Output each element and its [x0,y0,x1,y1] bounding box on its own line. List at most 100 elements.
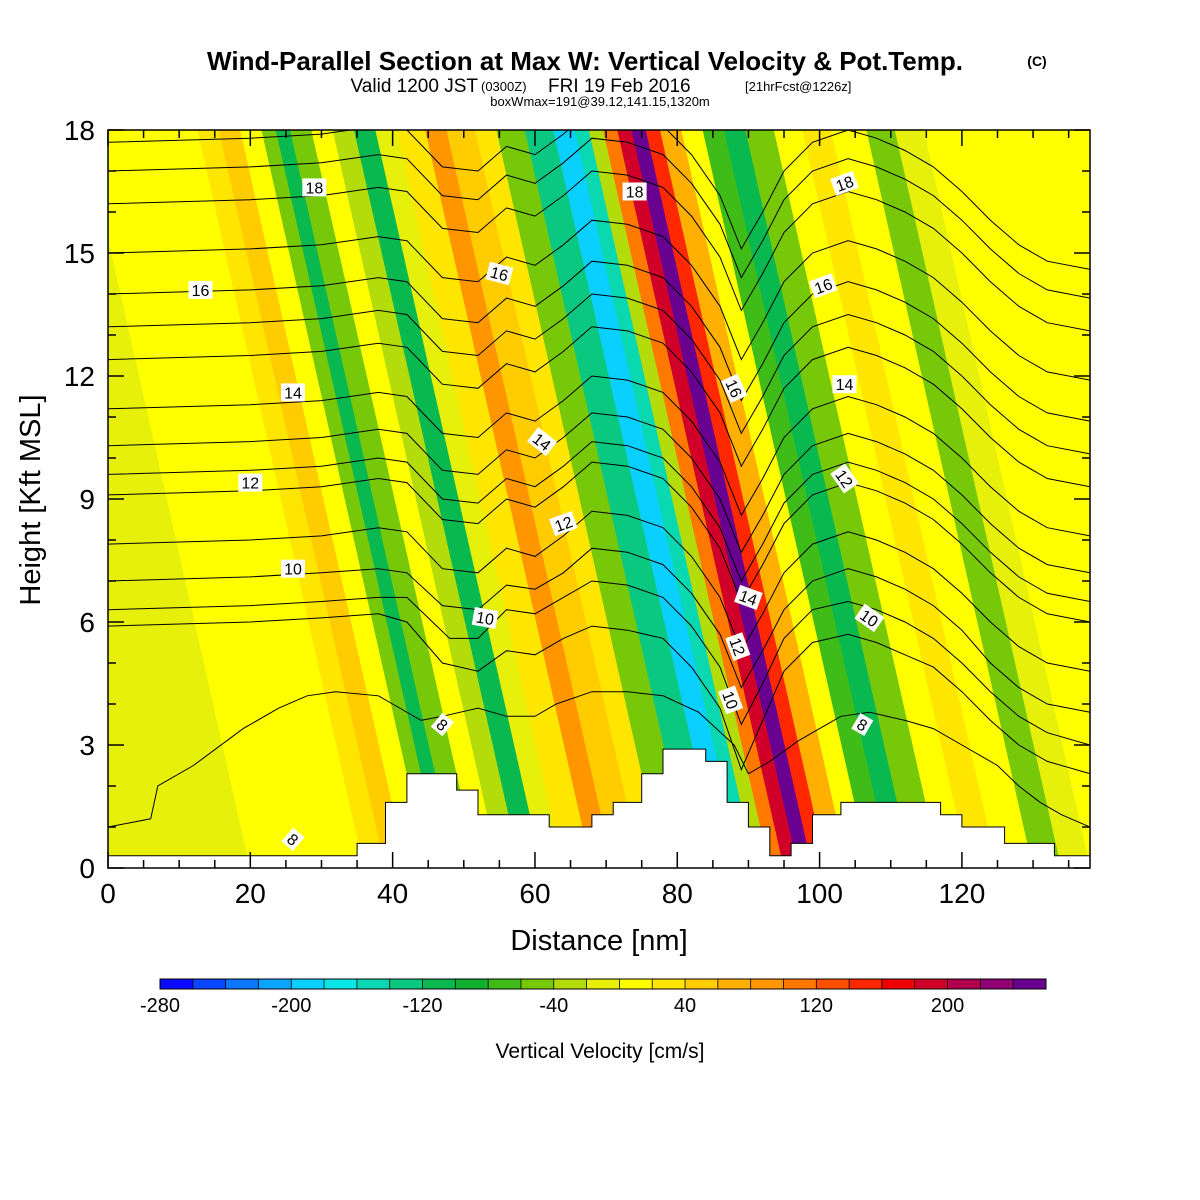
contour-label-text: 18 [306,180,324,197]
contour-label-text: 16 [488,264,510,285]
velocity-band [240,130,429,868]
colorbar-tick-label: -40 [539,995,568,1017]
velocity-band [446,130,642,868]
velocity-band [496,130,692,868]
contour-label: 16 [808,273,838,299]
colorbar-tick-label: -200 [271,995,311,1017]
velocity-band [474,130,664,868]
colorbar-swatch [881,979,916,989]
colorbar-swatch [455,979,489,989]
contour-label-text: 16 [721,377,744,400]
axis-ticks [107,129,1090,869]
chart-title-suffix: (C) [1027,53,1046,69]
isentrope-line [108,130,1090,270]
velocity-band [425,130,614,868]
contour-label-text: 12 [725,636,747,659]
colorbar-swatch [685,979,719,989]
colorbar-swatch [619,979,653,989]
contour-label: 16 [720,373,748,403]
contour-label: 10 [471,606,499,629]
colorbar [159,978,1047,990]
contour-label: 8 [281,827,305,852]
contour-label-text: 14 [836,377,854,394]
colorbar-title: Vertical Velocity [cm/s] [496,1040,705,1063]
velocity-band [645,130,827,868]
contour-label-text: 16 [192,283,210,300]
velocity-band [261,130,443,868]
velocity-field [108,130,1090,868]
velocity-band [332,130,521,868]
velocity-band [353,130,543,868]
velocity-band [866,130,1062,868]
isentropes [108,130,1090,828]
x-tick-label: 0 [100,878,116,909]
terrain [108,748,1090,868]
velocity-band [659,130,849,868]
contour-label-text: 14 [737,588,760,610]
colorbar-swatch [914,979,948,989]
velocity-band [197,130,386,868]
x-tick-label: 100 [796,878,843,909]
velocity-band [108,130,365,868]
colorbar-swatch [553,979,587,989]
isentrope-line [108,613,1090,775]
colorbar-swatch [750,979,784,989]
velocity-band [311,130,500,868]
colorbar-swatch [816,979,850,989]
isentrope-line [108,219,1090,381]
velocity-band [723,130,913,868]
isentrope-line [108,375,1090,537]
velocity-band [773,130,970,868]
contour-label: 14 [281,383,305,402]
velocity-band [631,130,813,868]
valid-prefix: Valid 1200 JST [351,76,479,97]
contour-label-text: 10 [475,609,496,629]
velocity-band [802,130,998,868]
y-tick-label: 12 [64,361,95,392]
chart-title: Wind-Parallel Section at Max W: Vertical… [207,46,963,76]
colorbar-swatch [258,979,292,989]
colorbar-swatch [849,979,883,989]
velocity-band [588,130,771,868]
contour-label: 18 [622,182,647,202]
colorbar-swatch [1013,979,1047,989]
contour-label: 14 [832,375,857,394]
contour-label: 8 [851,712,874,737]
colorbar-tick-label: -120 [402,995,442,1017]
colorbar-swatch [389,979,423,989]
contour-label: 10 [718,685,744,715]
contour-label: 18 [302,178,327,197]
colorbar-swatch [783,979,817,989]
isentrope-line [108,691,1090,828]
x-tick-label: 40 [377,878,408,909]
velocity-band [218,130,408,868]
forecast-info: [21hrFcst@1226z] [745,79,851,94]
y-tick-label: 3 [79,730,95,761]
contour-label: 8 [430,712,454,737]
isentrope-line [108,580,1090,746]
y-axis-label: Height [Kft MSL] [15,394,47,605]
colorbar-swatch [356,979,390,989]
velocity-band [553,130,742,868]
isentrope-line [108,412,1090,574]
colorbar-swatch [520,979,555,989]
contour-label-text: 10 [718,689,740,712]
contour-label-text: 18 [834,174,857,196]
x-tick-label: 20 [235,878,266,909]
contour-label-text: 16 [812,276,835,298]
isentrope-line [108,293,1090,455]
velocity-band [524,130,721,868]
contour-label: 12 [725,632,751,661]
contour-label-text: 10 [284,562,302,579]
colorbar-swatch [947,979,981,989]
colorbar-labels: -280 -200 -120 -40 40 120 200 [140,995,964,1017]
contour-label: 12 [830,463,859,494]
y-tick-label: 18 [64,115,95,146]
box-info: boxWmax=191@39.12,141.15,1320m [490,94,710,109]
colorbar-swatch [291,979,325,989]
colorbar-swatch [980,979,1014,989]
valid-zulu: (0300Z) [481,79,527,94]
isentrope-line [108,260,1090,422]
